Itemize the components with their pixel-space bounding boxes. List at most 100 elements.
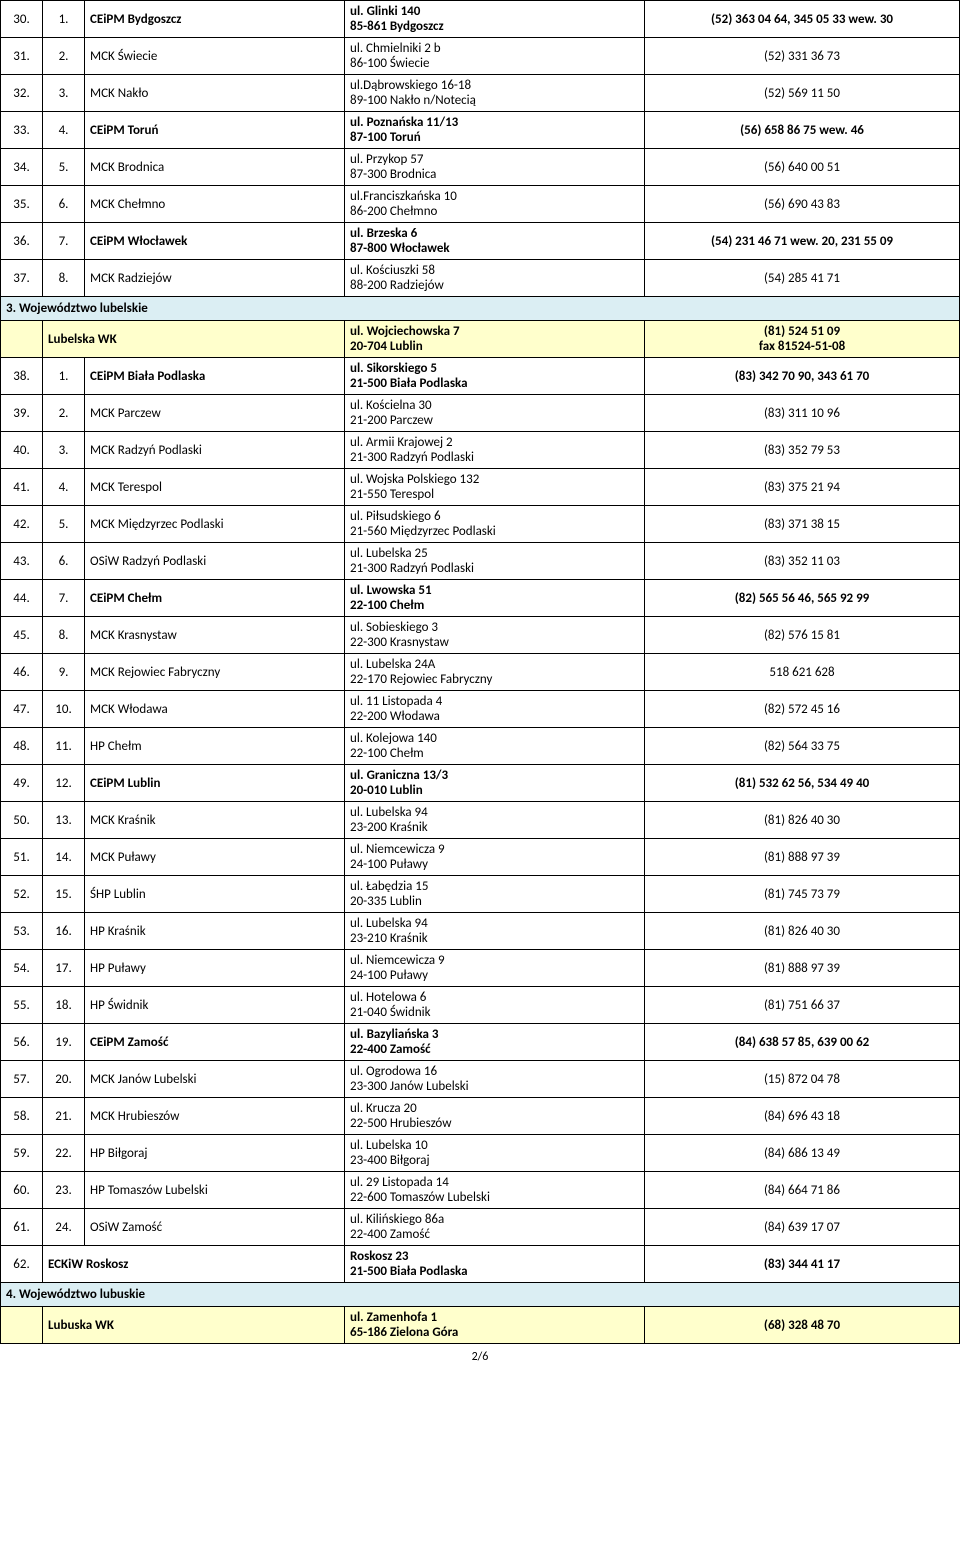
cell-address: ul. Lubelska 9423-210 Kraśnik (345, 913, 645, 950)
cell-address: ul. Brzeska 687-800 Włocławek (345, 223, 645, 260)
table-row: 32.3.MCK Nakłoul.Dąbrowskiego 16-1889-10… (1, 75, 960, 112)
cell-address: ul. Lubelska 2521-300 Radzyń Podlaski (345, 543, 645, 580)
cell-name: CEiPM Włocławek (85, 223, 345, 260)
cell-address: ul. Przykop 5787-300 Brodnica (345, 149, 645, 186)
cell-idx: 6. (43, 543, 85, 580)
cell-num: 54. (1, 950, 43, 987)
table-row: 45.8.MCK Krasnystawul. Sobieskiego 322-3… (1, 617, 960, 654)
cell-name: MCK Radziejów (85, 260, 345, 297)
wk-address: ul. Zamenhofa 165-186 Zielona Góra (345, 1307, 645, 1344)
cell-num: 47. (1, 691, 43, 728)
cell-idx: 7. (43, 223, 85, 260)
cell-name: MCK Puławy (85, 839, 345, 876)
cell-phone: (81) 532 62 56, 534 49 40 (645, 765, 960, 802)
cell-phone: (82) 565 56 46, 565 92 99 (645, 580, 960, 617)
cell-num: 49. (1, 765, 43, 802)
table-row: 57.20.MCK Janów Lubelskiul. Ogrodowa 162… (1, 1061, 960, 1098)
cell-num: 62. (1, 1246, 43, 1283)
cell-phone: (54) 285 41 71 (645, 260, 960, 297)
cell-num: 43. (1, 543, 43, 580)
cell-phone: (54) 231 46 71 wew. 20, 231 55 09 (645, 223, 960, 260)
table-row: 60.23.HP Tomaszów Lubelskiul. 29 Listopa… (1, 1172, 960, 1209)
cell-name: HP Tomaszów Lubelski (85, 1172, 345, 1209)
cell-num: 53. (1, 913, 43, 950)
cell-name: OSiW Radzyń Podlaski (85, 543, 345, 580)
cell-address: ul. Lwowska 5122-100 Chełm (345, 580, 645, 617)
cell-name: CEiPM Lublin (85, 765, 345, 802)
table-row: 53.16.HP Kraśnikul. Lubelska 9423-210 Kr… (1, 913, 960, 950)
cell-address: ul. Niemcewicza 924-100 Puławy (345, 950, 645, 987)
table-row: 49.12.CEiPM Lublinul. Graniczna 13/320-0… (1, 765, 960, 802)
table-row: 61.24.OSiW Zamośćul. Kilińskiego 86a22-4… (1, 1209, 960, 1246)
table-row: 43.6.OSiW Radzyń Podlaskiul. Lubelska 25… (1, 543, 960, 580)
cell-num: 59. (1, 1135, 43, 1172)
cell-name: MCK Chełmno (85, 186, 345, 223)
section-title: 3. Województwo lubelskie (1, 297, 960, 321)
cell-phone: (81) 751 66 37 (645, 987, 960, 1024)
cell-address: ul. Lubelska 9423-200 Kraśnik (345, 802, 645, 839)
page-number: 2/6 (0, 1344, 960, 1370)
table-row: 46.9.MCK Rejowiec Fabrycznyul. Lubelska … (1, 654, 960, 691)
cell-name: ECKiW Roskosz (43, 1246, 345, 1283)
section-header: 3. Województwo lubelskie (1, 297, 960, 321)
cell-phone: (82) 572 45 16 (645, 691, 960, 728)
wk-row: Lubelska WKul. Wojciechowska 720-704 Lub… (1, 321, 960, 358)
cell-num: 35. (1, 186, 43, 223)
table-row: 31.2.MCK Świecieul. Chmielniki 2 b86-100… (1, 38, 960, 75)
wk-phone: (68) 328 48 70 (645, 1307, 960, 1344)
cell-address: ul. Wojska Polskiego 13221-550 Terespol (345, 469, 645, 506)
cell-phone: (84) 664 71 86 (645, 1172, 960, 1209)
cell-name: CEiPM Toruń (85, 112, 345, 149)
table-row: 38.1.CEiPM Biała Podlaskaul. Sikorskiego… (1, 358, 960, 395)
table-row: 47.10.MCK Włodawaul. 11 Listopada 422-20… (1, 691, 960, 728)
cell-idx: 12. (43, 765, 85, 802)
cell-phone: (81) 888 97 39 (645, 839, 960, 876)
cell-address: Roskosz 2321-500 Biała Podlaska (345, 1246, 645, 1283)
cell-idx: 18. (43, 987, 85, 1024)
cell-phone: (83) 311 10 96 (645, 395, 960, 432)
wk-blank (1, 321, 43, 358)
cell-num: 46. (1, 654, 43, 691)
cell-phone: (83) 352 79 53 (645, 432, 960, 469)
cell-idx: 17. (43, 950, 85, 987)
cell-phone: 518 621 628 (645, 654, 960, 691)
cell-name: MCK Włodawa (85, 691, 345, 728)
cell-phone: (52) 331 36 73 (645, 38, 960, 75)
cell-name: MCK Międzyrzec Podlaski (85, 506, 345, 543)
cell-name: CEiPM Biała Podlaska (85, 358, 345, 395)
cell-phone: (83) 344 41 17 (645, 1246, 960, 1283)
cell-idx: 21. (43, 1098, 85, 1135)
table-row: 39.2.MCK Parczewul. Kościelna 3021-200 P… (1, 395, 960, 432)
cell-phone: (81) 826 40 30 (645, 913, 960, 950)
cell-num: 55. (1, 987, 43, 1024)
cell-phone: (81) 745 73 79 (645, 876, 960, 913)
cell-num: 56. (1, 1024, 43, 1061)
cell-name: OSiW Zamość (85, 1209, 345, 1246)
data-table: 30.1.CEiPM Bydgoszczul. Glinki 14085-861… (0, 0, 960, 1344)
cell-phone: (81) 826 40 30 (645, 802, 960, 839)
cell-address: ul. Sikorskiego 521-500 Biała Podlaska (345, 358, 645, 395)
cell-num: 39. (1, 395, 43, 432)
wk-address: ul. Wojciechowska 720-704 Lublin (345, 321, 645, 358)
cell-idx: 16. (43, 913, 85, 950)
cell-idx: 5. (43, 506, 85, 543)
table-row: 56.19.CEiPM Zamośćul. Bazyliańska 322-40… (1, 1024, 960, 1061)
cell-address: ul. Chmielniki 2 b86-100 Świecie (345, 38, 645, 75)
table-row: 62.ECKiW RoskoszRoskosz 2321-500 Biała P… (1, 1246, 960, 1283)
cell-phone: (81) 888 97 39 (645, 950, 960, 987)
cell-num: 31. (1, 38, 43, 75)
cell-address: ul. Sobieskiego 322-300 Krasnystaw (345, 617, 645, 654)
cell-name: MCK Parczew (85, 395, 345, 432)
section-header: 4. Województwo lubuskie (1, 1283, 960, 1307)
cell-address: ul. Graniczna 13/320-010 Lublin (345, 765, 645, 802)
cell-idx: 22. (43, 1135, 85, 1172)
cell-address: ul. Hotelowa 621-040 Świdnik (345, 987, 645, 1024)
cell-num: 41. (1, 469, 43, 506)
cell-idx: 23. (43, 1172, 85, 1209)
cell-idx: 5. (43, 149, 85, 186)
cell-num: 61. (1, 1209, 43, 1246)
cell-idx: 2. (43, 38, 85, 75)
cell-phone: (52) 363 04 64, 345 05 33 wew. 30 (645, 1, 960, 38)
cell-idx: 13. (43, 802, 85, 839)
cell-address: ul. Ogrodowa 1623-300 Janów Lubelski (345, 1061, 645, 1098)
